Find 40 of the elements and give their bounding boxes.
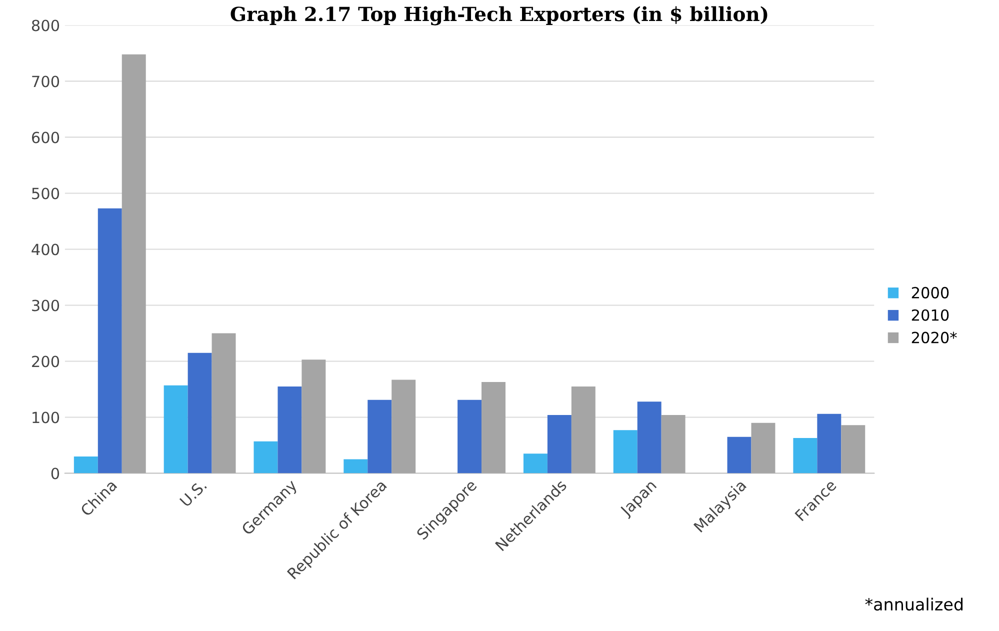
- y-tick-label: 300: [32, 300, 60, 312]
- bar: [841, 425, 866, 474]
- y-tick-label: 600: [32, 132, 60, 144]
- bar: [302, 360, 326, 474]
- bar: [482, 382, 506, 474]
- y-tick-label: 700: [32, 76, 60, 88]
- y-tick-label: 800: [32, 20, 60, 32]
- bar: [458, 400, 482, 474]
- bar: [523, 454, 548, 474]
- legend-label: 2000: [912, 286, 949, 298]
- y-tick-label: 400: [32, 244, 60, 256]
- bar: [212, 333, 236, 474]
- y-tick-label: 100: [32, 412, 60, 424]
- bar: [98, 208, 122, 474]
- bar: [661, 415, 686, 474]
- bar: [547, 415, 572, 474]
- chart-title: Graph 2.17 Top High-Tech Exporters (in $ billion): [230, 6, 768, 26]
- x-tick-label: U.S.: [179, 479, 207, 508]
- bar: [817, 414, 842, 474]
- bar: [188, 352, 212, 474]
- bar: [613, 430, 638, 474]
- bar: [368, 400, 392, 474]
- bar: [164, 385, 188, 474]
- bar: [278, 386, 302, 474]
- bar: [254, 441, 278, 474]
- legend-label: 2010: [912, 309, 949, 321]
- text: *annualized: [865, 598, 963, 611]
- legend-label: 2020*: [912, 332, 957, 344]
- bar: [571, 386, 596, 474]
- y-tick-label: 200: [32, 356, 60, 368]
- bar: [637, 402, 662, 474]
- bar: [751, 422, 776, 474]
- y-tick-label: 500: [32, 188, 60, 200]
- bar: [122, 54, 146, 474]
- bar: [727, 436, 752, 474]
- y-tick-label: 0: [51, 468, 60, 480]
- bar: [392, 380, 416, 474]
- bar: [793, 438, 818, 474]
- bar: [344, 459, 368, 474]
- bar: [74, 456, 98, 474]
